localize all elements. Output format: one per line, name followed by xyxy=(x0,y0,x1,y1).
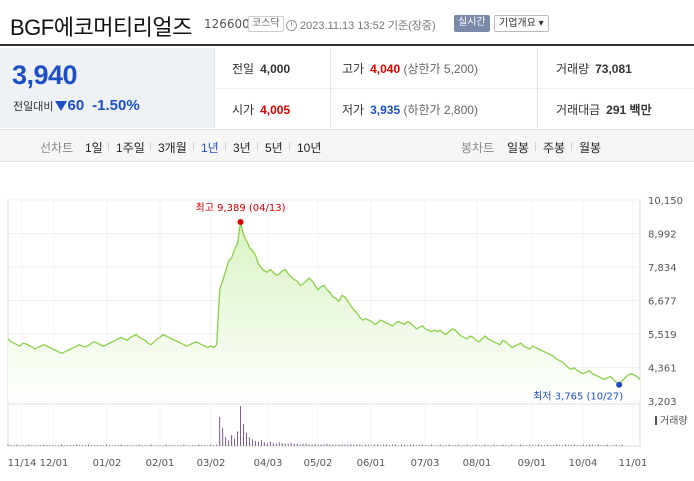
stat-label: 시가 xyxy=(232,103,255,117)
tab-1d[interactable]: 1일 xyxy=(85,141,103,155)
stat-label: 거래대금 xyxy=(556,103,601,117)
company-overview-dropdown[interactable]: 기업개요 ▾ xyxy=(494,15,549,32)
stat-low: 저가 3,935 (하한가 2,800) xyxy=(342,101,478,118)
x-tick-label: 07/03 xyxy=(411,458,440,469)
lower-limit: (하한가 2,800) xyxy=(403,103,478,117)
change-percent: -1.50% xyxy=(92,97,140,114)
y-tick-label: 3,203 xyxy=(648,397,677,408)
tab-3y[interactable]: 3년 xyxy=(233,141,251,155)
tab-monthly[interactable]: 월봉 xyxy=(579,141,602,155)
stat-amount: 거래대금 291 백만 xyxy=(556,101,652,118)
tab-3m[interactable]: 3개월 xyxy=(158,141,187,155)
volume-legend-swatch xyxy=(655,416,657,425)
price-stats: 전일 4,000 고가 4,040 (상한가 5,200) 거래량 73,081 시가… xyxy=(216,48,694,128)
stat-label: 전일 xyxy=(232,62,255,76)
y-tick-label: 5,519 xyxy=(648,330,677,341)
tab-10y[interactable]: 10년 xyxy=(297,141,322,155)
tab-divider xyxy=(150,142,151,151)
x-tick-label: 03/02 xyxy=(197,458,226,469)
quote-datetime: 2023.11.13 13:52 xyxy=(300,20,385,32)
stats-col-divider xyxy=(537,48,538,128)
y-tick-label: 4,361 xyxy=(648,364,677,375)
tab-divider xyxy=(193,142,194,151)
current-price: 3,940 xyxy=(12,60,78,90)
stat-label: 저가 xyxy=(342,103,365,117)
stat-value: 73,081 xyxy=(595,62,632,76)
clock-icon xyxy=(286,20,297,31)
quote-session: 기준(장중) xyxy=(387,20,436,32)
tab-weekly[interactable]: 주봉 xyxy=(543,141,566,155)
tab-divider xyxy=(289,142,290,151)
price-chart-svg: 10,150 8,992 7,834 6,677 5,519 4,361 3,203 11/1… xyxy=(7,196,688,469)
down-triangle-icon xyxy=(55,101,68,111)
stat-label: 고가 xyxy=(342,62,365,76)
tab-divider xyxy=(257,142,258,151)
tab-5y[interactable]: 5년 xyxy=(265,141,283,155)
x-tick-label: 11/14 xyxy=(8,458,37,469)
y-tick-label: 10,150 xyxy=(648,196,683,207)
change-label: 전일대비 xyxy=(13,101,54,113)
stats-col-divider xyxy=(330,48,331,128)
stat-value: 3,935 xyxy=(370,103,401,117)
tab-divider xyxy=(535,142,536,151)
stat-value: 4,005 xyxy=(260,103,291,117)
x-tick-label: 05/02 xyxy=(304,458,333,469)
stat-prev-close: 전일 4,000 xyxy=(232,60,290,77)
stat-value: 291 백만 xyxy=(606,103,652,117)
realtime-button[interactable]: 실시간 xyxy=(454,15,490,32)
price-line xyxy=(7,221,641,386)
upper-limit: (상한가 5,200) xyxy=(403,62,478,76)
x-tick-label: 06/01 xyxy=(357,458,386,469)
high-marker xyxy=(237,219,244,226)
price-chart: 10,150 8,992 7,834 6,677 5,519 4,361 3,203 11/1… xyxy=(0,163,694,481)
x-tick-label: 04/03 xyxy=(254,458,283,469)
y-tick-label: 6,677 xyxy=(648,297,677,308)
stat-value: 4,000 xyxy=(260,62,291,76)
stat-volume: 거래량 73,081 xyxy=(556,60,632,77)
stat-value: 4,040 xyxy=(370,62,401,76)
x-tick-label: 09/01 xyxy=(518,458,547,469)
x-tick-label: 01/02 xyxy=(93,458,122,469)
stock-code: 126600 xyxy=(204,17,250,31)
stock-header: BGF에코머티리얼즈 126600 코스닥 2023.11.13 13:52 기… xyxy=(0,0,694,46)
price-area-fill xyxy=(8,222,640,401)
y-tick-label: 7,834 xyxy=(648,263,677,274)
stock-name: BGF에코머티리얼즈 xyxy=(10,15,192,40)
stat-label: 거래량 xyxy=(556,62,590,76)
tab-1y[interactable]: 1년 xyxy=(201,141,219,155)
stat-open: 시가 4,005 xyxy=(232,101,290,118)
change-value: 60 xyxy=(67,97,85,114)
low-marker xyxy=(616,381,623,388)
stat-high: 고가 4,040 (상한가 5,200) xyxy=(342,60,478,77)
x-tick-label: 08/01 xyxy=(463,458,492,469)
x-tick-label: 10/04 xyxy=(569,458,598,469)
stats-row-divider xyxy=(216,88,694,89)
current-price-panel: 3,940 전일대비 60 -1.50% xyxy=(0,48,215,128)
tab-1w[interactable]: 1주일 xyxy=(116,141,145,155)
high-annotation: 최고 9,389 (04/13) xyxy=(196,202,286,214)
market-badge: 코스닥 xyxy=(248,16,284,32)
tab-divider xyxy=(571,142,572,151)
x-tick-label: 12/01 xyxy=(40,458,69,469)
y-tick-label: 8,992 xyxy=(648,230,677,241)
tab-daily[interactable]: 일봉 xyxy=(507,141,530,155)
volume-label: 거래량 xyxy=(660,415,688,427)
x-tick-label: 11/01 xyxy=(619,458,648,469)
tab-divider xyxy=(225,142,226,151)
chart-period-tabs: 선차트 1일 1주일 3개월 1년 3년 5년 10년 봉차트 일봉 주봉 월봉 xyxy=(0,129,694,162)
candle-chart-label: 봉차트 xyxy=(461,141,495,155)
x-tick-label: 02/01 xyxy=(146,458,175,469)
quote-time: 2023.11.13 13:52 기준(장중) xyxy=(286,17,436,33)
price-change: 전일대비 60 -1.50% xyxy=(13,97,140,114)
low-annotation: 최저 3,765 (10/27) xyxy=(533,391,623,403)
tab-divider xyxy=(108,142,109,151)
line-chart-label: 선차트 xyxy=(40,141,74,155)
